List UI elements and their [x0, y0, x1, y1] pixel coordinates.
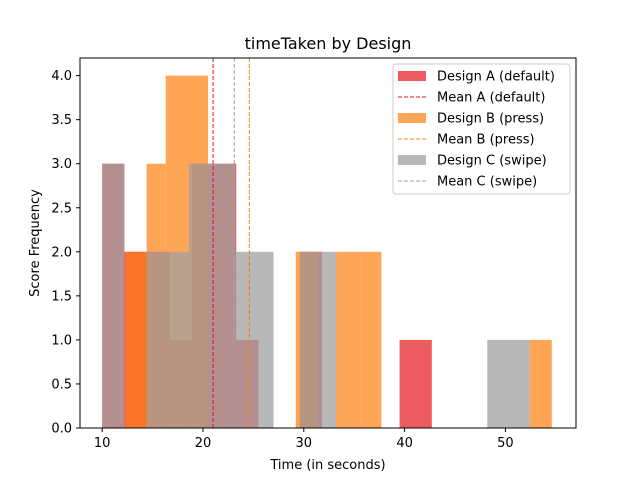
bar-design-c-swipe-6	[487, 339, 530, 428]
bar-design-c-swipe-1	[146, 251, 170, 428]
x-tick-label: 40	[396, 436, 413, 451]
bar-design-b-press-4	[336, 251, 361, 428]
legend-label: Design A (default)	[437, 70, 555, 85]
x-axis: 10 20 30 40 50	[94, 428, 514, 451]
plot-frame	[79, 57, 577, 429]
x-tick-label: 10	[94, 436, 111, 451]
bar-design-c-swipe-5	[299, 251, 337, 428]
y-tick-label: 2.5	[51, 201, 72, 216]
y-axis: 0.0 0.5 1.0 1.5 2.0 2.5 3.0 3.5 4.0	[51, 69, 80, 437]
legend-swatch	[398, 155, 426, 165]
mean-lines-layer	[212, 58, 250, 428]
bars-layer	[102, 75, 552, 428]
y-tick-label: 4.0	[51, 69, 72, 84]
x-tick-label: 30	[296, 436, 313, 451]
legend-swatch	[398, 113, 426, 123]
legend-label: Mean B (press)	[437, 133, 535, 148]
y-axis-label: Score Frequency	[28, 189, 43, 297]
y-tick-label: 2.0	[51, 245, 72, 260]
bar-design-a-default-8	[399, 339, 432, 428]
bar-design-b-press-5	[360, 251, 382, 428]
legend-label: Design C (swipe)	[437, 154, 547, 169]
y-tick-label: 0.0	[51, 422, 72, 437]
bar-design-c-swipe-4	[235, 251, 274, 428]
legend-swatch	[398, 71, 426, 81]
bar-design-c-swipe-0	[102, 163, 125, 428]
x-axis-label: Time (in seconds)	[269, 458, 385, 473]
legend-label: Mean C (swipe)	[437, 175, 537, 190]
y-tick-label: 3.5	[51, 113, 72, 128]
y-tick-label: 1.5	[51, 289, 72, 304]
y-tick-label: 1.0	[51, 333, 72, 348]
legend-label: Design B (press)	[437, 112, 544, 127]
bar-design-b-press-0	[125, 251, 147, 428]
y-tick-label: 3.0	[51, 157, 72, 172]
legend-box	[392, 63, 571, 195]
bar-design-b-press-6	[529, 339, 552, 428]
bar-design-c-swipe-3	[188, 163, 236, 428]
chart-title: timeTaken by Design	[245, 34, 412, 53]
bar-design-c-swipe-2	[169, 251, 189, 428]
x-tick-label: 20	[195, 436, 212, 451]
legend: Design A (default) Mean A (default) Design…	[392, 63, 571, 195]
x-tick-label: 50	[497, 436, 514, 451]
legend-label: Mean A (default)	[437, 91, 545, 106]
y-tick-label: 0.5	[51, 377, 72, 392]
